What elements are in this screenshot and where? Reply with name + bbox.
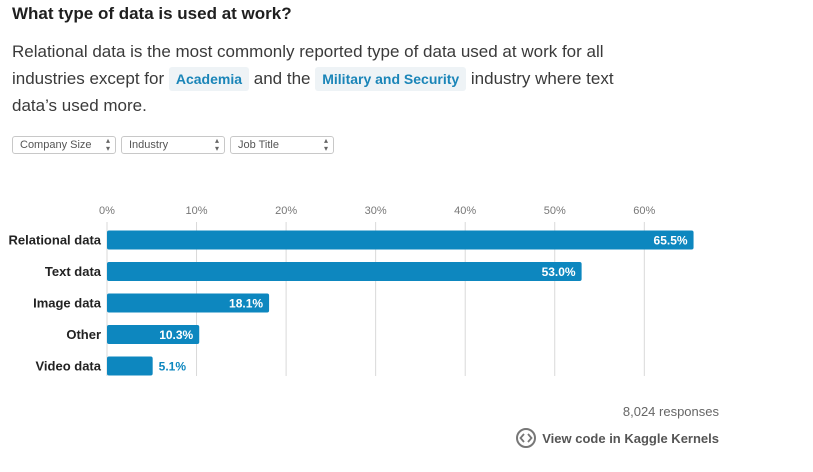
x-tick-label: 40%: [454, 205, 476, 217]
x-tick-label: 0%: [99, 205, 115, 217]
industry-select-label: Industry: [129, 139, 169, 151]
military-security-pill[interactable]: Military and Security: [315, 67, 467, 91]
x-tick-label: 30%: [365, 205, 387, 217]
category-label: Relational data: [9, 233, 102, 248]
job-title-select[interactable]: Job Title ▴ ▾: [230, 136, 334, 154]
responses-count: 8,024 responses: [622, 404, 719, 419]
kaggle-link[interactable]: View code in Kaggle Kernels: [516, 428, 719, 448]
select-arrows-icon: ▴ ▾: [214, 136, 219, 153]
bar-value-label: 53.0%: [542, 265, 576, 279]
filter-bar: Company Size ▴ ▾ Industry ▴ ▾ Job Title ▴ ▾: [12, 136, 334, 154]
bar-value-label: 18.1%: [229, 297, 263, 311]
subtitle-text-2: and the: [253, 69, 311, 88]
category-label: Other: [66, 327, 101, 342]
category-label: Video data: [35, 359, 101, 374]
subtitle-text-3: industry where text data’s used more.: [12, 69, 614, 115]
bar: [107, 262, 582, 281]
bar: [107, 230, 694, 250]
code-icon: [516, 428, 537, 448]
select-arrows-icon: ▴ ▾: [323, 136, 328, 153]
subtitle-text-1: Relational data is the most commonly rep…: [12, 42, 604, 88]
academia-pill[interactable]: Academia: [168, 67, 250, 91]
chart-title: What type of data is used at work?: [12, 4, 292, 23]
x-tick-label: 10%: [186, 205, 208, 217]
x-tick-label: 60%: [633, 205, 655, 217]
bar-chart: 0% 10% 20% 30% 40% 50% 60% Relational data 65.5%…: [9, 205, 694, 376]
bar-value-label: 10.3%: [159, 328, 193, 342]
kaggle-link-label: View code in Kaggle Kernels: [542, 430, 719, 446]
x-tick-label: 50%: [544, 205, 566, 217]
chart-subtitle: Relational data is the most commonly rep…: [12, 38, 652, 119]
bar-value-label: 65.5%: [654, 234, 688, 248]
bar: [107, 325, 200, 344]
bar-value-label: 5.1%: [159, 360, 187, 374]
category-label: Text data: [45, 264, 102, 279]
company-size-select[interactable]: Company Size ▴ ▾: [12, 136, 116, 154]
category-label: Image data: [33, 296, 102, 311]
job-title-select-label: Job Title: [238, 139, 279, 151]
bar: [107, 293, 270, 313]
bar: [107, 356, 153, 376]
industry-select[interactable]: Industry ▴ ▾: [121, 136, 225, 154]
select-arrows-icon: ▴ ▾: [105, 136, 110, 153]
x-tick-label: 20%: [275, 205, 297, 217]
company-size-select-label: Company Size: [20, 139, 92, 151]
